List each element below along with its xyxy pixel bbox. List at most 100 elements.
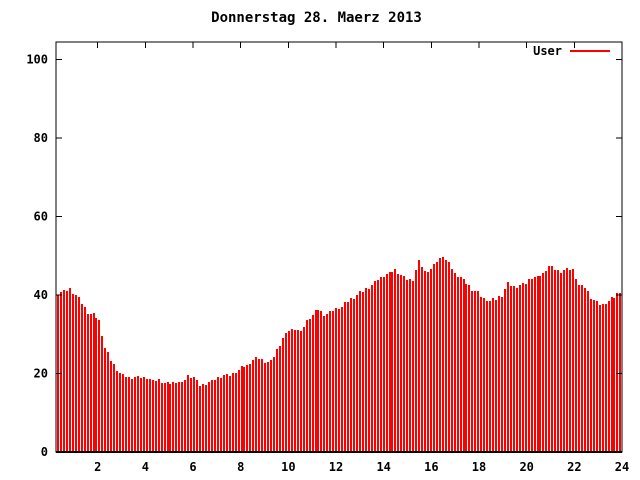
- user-bar: [63, 290, 65, 452]
- user-bar: [389, 272, 391, 452]
- x-tick-label: 12: [329, 460, 343, 474]
- user-bar: [208, 382, 210, 452]
- y-tick-label: 0: [41, 445, 48, 459]
- user-bar: [235, 373, 237, 452]
- user-bar: [252, 360, 254, 452]
- user-bar: [164, 383, 166, 452]
- user-bar: [155, 381, 157, 452]
- user-bar: [454, 273, 456, 452]
- user-bar: [93, 313, 95, 452]
- user-bar: [178, 382, 180, 452]
- user-bar: [474, 291, 476, 452]
- user-bar: [202, 384, 204, 452]
- user-bar: [347, 302, 349, 452]
- user-bar: [98, 320, 100, 452]
- user-bar: [149, 379, 151, 452]
- user-bar: [397, 274, 399, 452]
- user-bar: [309, 319, 311, 452]
- user-bar: [84, 307, 86, 452]
- user-bar: [66, 291, 68, 452]
- user-bar: [471, 291, 473, 452]
- user-bar: [448, 262, 450, 452]
- user-bar: [542, 273, 544, 452]
- user-bar: [300, 331, 302, 452]
- user-bar: [486, 301, 488, 452]
- user-bar: [181, 382, 183, 452]
- user-bar: [477, 291, 479, 452]
- user-bar: [528, 279, 530, 452]
- user-bar: [279, 346, 281, 452]
- x-tick-label: 14: [376, 460, 390, 474]
- user-bar: [158, 379, 160, 452]
- x-tick-label: 24: [615, 460, 629, 474]
- user-bar: [317, 310, 319, 452]
- x-tick-label: 20: [519, 460, 533, 474]
- legend-line-sample: [570, 50, 610, 52]
- user-bar: [537, 276, 539, 452]
- user-bar: [276, 349, 278, 452]
- user-bar: [507, 282, 509, 452]
- user-bar: [593, 300, 595, 452]
- user-bar: [365, 288, 367, 452]
- user-bar: [211, 380, 213, 452]
- user-bar: [483, 298, 485, 452]
- user-bar: [297, 330, 299, 452]
- user-bar: [480, 297, 482, 452]
- user-bar: [380, 277, 382, 452]
- user-bar: [605, 304, 607, 452]
- user-bar: [578, 285, 580, 452]
- user-bar: [492, 298, 494, 452]
- user-bar: [439, 258, 441, 452]
- user-bar: [113, 364, 115, 452]
- user-bar: [152, 380, 154, 452]
- y-tick-label: 40: [34, 288, 48, 302]
- user-bar: [368, 289, 370, 452]
- user-bar: [184, 380, 186, 452]
- user-bar: [217, 377, 219, 452]
- user-bar: [110, 361, 112, 452]
- user-bar: [146, 379, 148, 452]
- user-bar: [551, 266, 553, 452]
- user-bar: [442, 257, 444, 452]
- user-bar: [131, 379, 133, 452]
- user-bar: [412, 281, 414, 452]
- user-bar: [430, 269, 432, 452]
- user-bar: [60, 292, 62, 452]
- user-bar: [596, 301, 598, 452]
- user-bar: [519, 285, 521, 452]
- user-bar: [143, 377, 145, 452]
- user-bar: [78, 297, 80, 452]
- user-bar: [140, 378, 142, 452]
- user-bar: [415, 270, 417, 452]
- user-bar: [554, 270, 556, 452]
- user-bar: [220, 378, 222, 452]
- user-bar: [167, 382, 169, 452]
- user-bar: [172, 382, 174, 452]
- user-bar: [504, 289, 506, 452]
- user-bar: [371, 285, 373, 452]
- user-bar: [460, 277, 462, 452]
- user-bar: [359, 291, 361, 452]
- user-bar: [285, 333, 287, 452]
- user-bar: [421, 267, 423, 452]
- user-bar: [534, 277, 536, 452]
- user-bar: [433, 264, 435, 452]
- user-bar: [356, 295, 358, 452]
- user-bar: [451, 269, 453, 452]
- user-bar: [465, 284, 467, 452]
- user-bar: [575, 279, 577, 452]
- user-bar: [238, 370, 240, 452]
- x-tick-label: 6: [189, 460, 196, 474]
- user-bar: [175, 383, 177, 452]
- legend-label: User: [533, 44, 562, 58]
- x-tick-label: 4: [142, 460, 149, 474]
- user-bar: [104, 348, 106, 452]
- user-bar: [391, 272, 393, 452]
- user-bar: [291, 329, 293, 452]
- user-bar: [406, 280, 408, 452]
- user-bar: [374, 281, 376, 452]
- user-bar: [590, 299, 592, 452]
- x-tick-label: 2: [94, 460, 101, 474]
- user-bar: [196, 380, 198, 452]
